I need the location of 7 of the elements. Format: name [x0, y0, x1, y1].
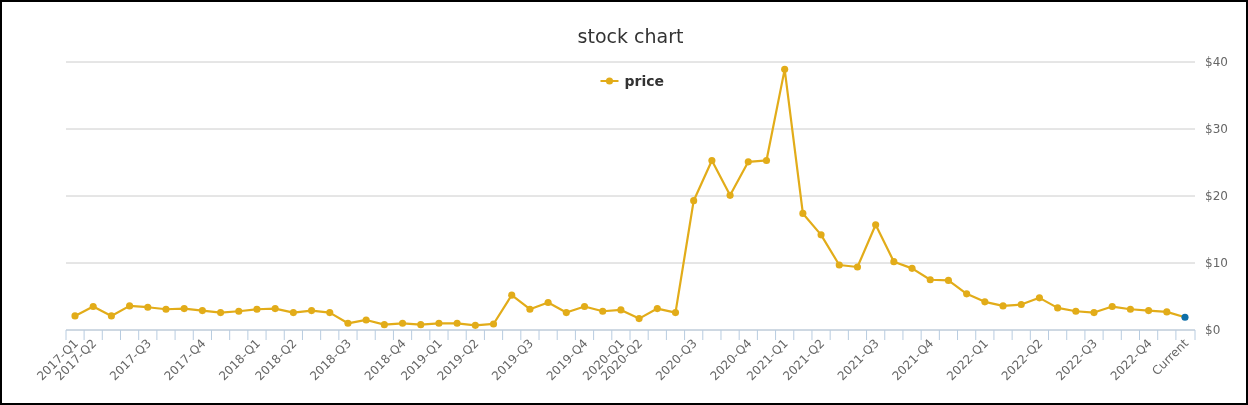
y-tick-label: $40 [1205, 55, 1228, 70]
y-tick-label: $0 [1205, 323, 1221, 338]
legend-label: price [624, 72, 665, 89]
y-tick-label: $20 [1205, 189, 1228, 204]
y-tick-label: $30 [1205, 122, 1228, 137]
y-tick-label: $10 [1205, 256, 1228, 271]
chart-title: stock chart [577, 25, 684, 47]
